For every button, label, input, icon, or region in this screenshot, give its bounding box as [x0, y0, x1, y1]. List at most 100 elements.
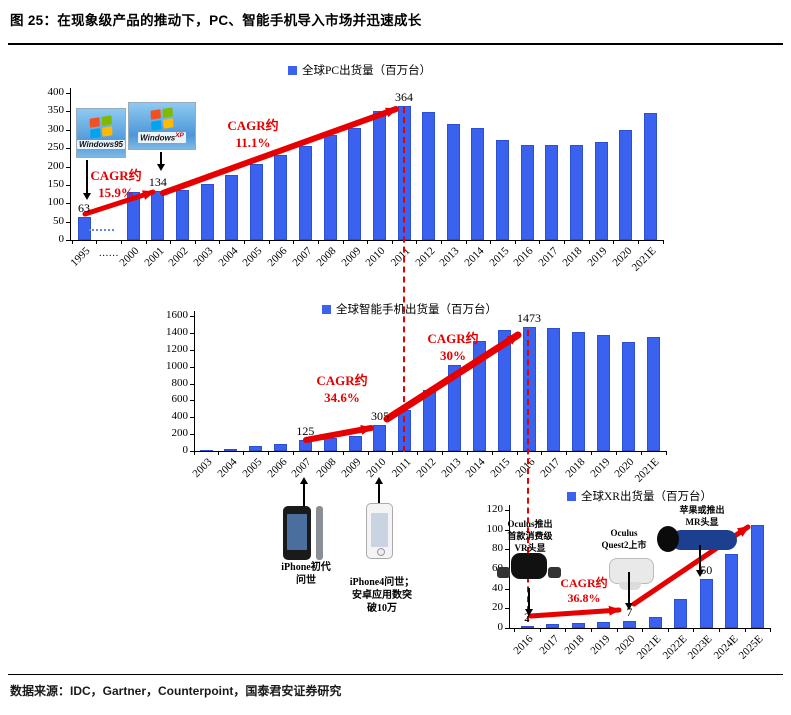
iphone-2g-screen	[287, 514, 307, 550]
y-tick	[66, 240, 70, 241]
legend-label: 全球XR出货量（百万台）	[581, 491, 712, 503]
y-tick-label: 40	[492, 581, 503, 594]
x-tick	[244, 240, 246, 244]
x-tick	[693, 628, 695, 632]
y-tick-label: 600	[171, 393, 189, 406]
y-tick-label: 80	[492, 542, 503, 555]
y-tick-label: 200	[171, 427, 189, 440]
windows95-logo-text: Windows95	[77, 140, 125, 149]
iphone4-caption: iPhone4问世； 安卓应用数突 破10万	[340, 576, 424, 615]
iphone1-caption: iPhone初代 问世	[268, 561, 344, 587]
x-tick	[565, 628, 567, 632]
bar	[699, 578, 713, 628]
bar	[750, 524, 764, 628]
bar	[175, 190, 189, 240]
y-tick-label: 1000	[166, 359, 188, 372]
bar	[274, 155, 288, 240]
x-tick	[514, 240, 516, 244]
x-tick	[170, 240, 172, 244]
bar	[646, 337, 660, 451]
pc-cagr-early-label: CAGR约 15.9%	[82, 167, 150, 201]
iphone-2g-image	[283, 506, 311, 560]
y-tick-label: 20	[492, 601, 503, 614]
y-tick	[66, 184, 70, 186]
cagr-line: CAGR约	[427, 331, 479, 346]
x-tick	[613, 240, 615, 244]
x-tick	[268, 240, 270, 244]
bar	[423, 389, 437, 451]
y-tick	[190, 400, 194, 402]
title-divider	[8, 43, 783, 45]
xr-cagr-label: CAGR约 36.8%	[552, 576, 616, 606]
bar	[373, 425, 387, 451]
legend-label: 全球智能手机出货量（百万台）	[336, 304, 497, 316]
y-tick	[66, 166, 70, 168]
bar	[298, 440, 312, 451]
bar	[597, 335, 611, 451]
caption-line: 首款消费级	[507, 531, 553, 541]
x-tick	[770, 628, 772, 632]
bar-value-label: 2	[524, 610, 530, 625]
bar	[572, 332, 586, 451]
bar	[547, 327, 561, 451]
x-tick	[490, 240, 492, 244]
y-tick	[190, 451, 194, 452]
x-tick	[667, 628, 669, 632]
iphone-4-home-button	[377, 548, 385, 556]
y-tick	[505, 628, 509, 629]
bar	[594, 141, 608, 240]
bar-value-label: 305	[370, 409, 389, 424]
y-tick-label: 0	[497, 621, 504, 633]
bar	[622, 621, 636, 628]
iphone-2g-side-image	[316, 506, 323, 560]
bar	[422, 111, 436, 240]
caption-line: 破10万	[367, 603, 397, 614]
vr-controller-right	[548, 567, 561, 578]
quest2-caption: Oculus Quest2上市	[592, 527, 656, 551]
x-tick	[665, 451, 667, 455]
vr-controller-left	[497, 567, 510, 578]
page-title: 图 25：在现象级产品的推动下，PC、智能手机导入市场并迅速成长	[10, 13, 422, 28]
y-tick-label: 50	[53, 214, 64, 227]
y-tick	[66, 111, 70, 113]
y-axis	[70, 88, 71, 240]
x-tick	[588, 240, 590, 244]
x-tick	[392, 451, 394, 455]
omitted-years-dots	[89, 229, 114, 231]
bar	[545, 144, 559, 240]
cagr-line: CAGR约	[316, 373, 368, 388]
windowsxp-logo-image: WindowsXP	[128, 102, 196, 150]
x-tick-label: 1995	[68, 245, 93, 270]
footer-divider	[8, 674, 783, 675]
caption-line: 问世	[296, 575, 316, 586]
y-tick	[190, 316, 194, 317]
windows-flag-icon	[89, 115, 113, 139]
x-tick	[145, 240, 147, 244]
x-tick	[268, 451, 270, 455]
y-tick-label: 300	[47, 122, 65, 135]
x-tick	[71, 240, 73, 244]
x-tick	[662, 240, 664, 244]
y-tick	[66, 221, 70, 223]
y-tick	[505, 549, 509, 551]
oculus-vr-caption: Oculus推出 首款消费级 VR头显	[499, 518, 561, 554]
bar	[522, 326, 536, 451]
bar	[200, 184, 214, 240]
windowsxp-arrow-icon	[157, 152, 165, 171]
x-tick	[391, 240, 393, 244]
y-tick	[66, 129, 70, 131]
bar	[323, 438, 337, 451]
y-tick-label: 800	[171, 376, 189, 389]
caption-line: iPhone初代	[281, 562, 331, 573]
bar-value-label: 125	[296, 424, 315, 439]
x-tick	[440, 240, 442, 244]
x-tick-label: ……	[98, 248, 119, 259]
bar	[597, 621, 611, 628]
legend-marker	[322, 304, 331, 314]
x-tick	[640, 451, 642, 455]
x-tick	[218, 451, 220, 455]
bar-value-label: 364	[395, 90, 414, 105]
y-tick-label: 150	[47, 177, 65, 190]
bar	[648, 617, 662, 628]
y-tick-label: 1200	[166, 342, 188, 355]
